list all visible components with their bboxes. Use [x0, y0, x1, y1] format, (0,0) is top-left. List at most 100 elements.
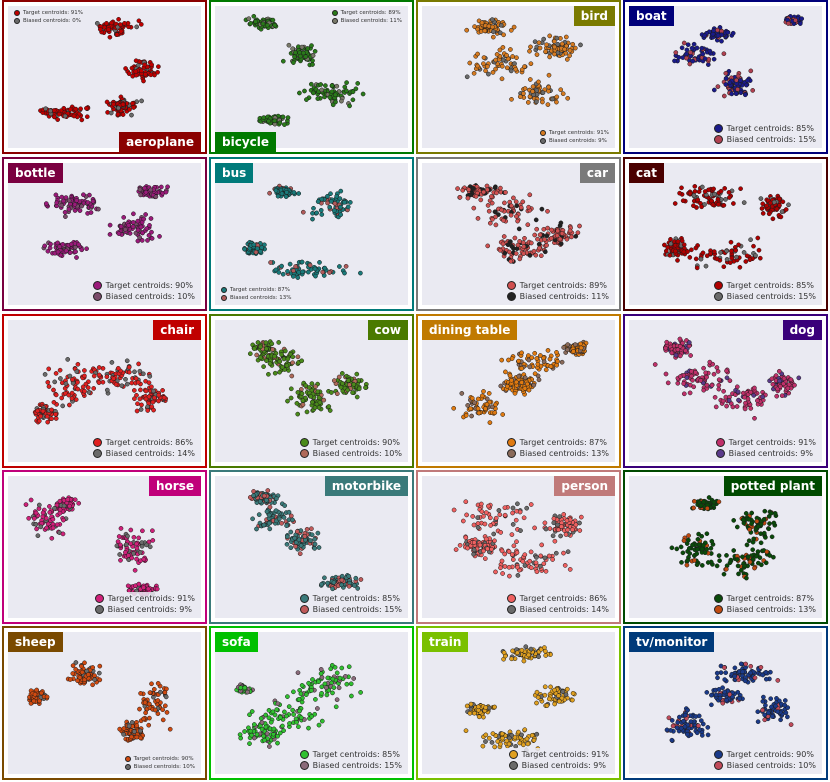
- scatter-point: [339, 582, 344, 588]
- scatter-point: [562, 563, 568, 568]
- scatter-point: [284, 713, 289, 719]
- scatter-point: [515, 564, 520, 570]
- scatter-point: [291, 689, 296, 695]
- legend-marker: [92, 292, 102, 301]
- scatter-point: [67, 373, 73, 379]
- scatter-point: [345, 204, 351, 210]
- scatter-point: [308, 393, 314, 399]
- legend-marker: [92, 281, 102, 290]
- scatter-point: [793, 17, 798, 23]
- scatter-point: [303, 383, 308, 388]
- scatter-point: [266, 371, 271, 377]
- scatter-point: [253, 19, 258, 25]
- scatter-point: [561, 345, 567, 350]
- scatter-point: [547, 356, 553, 362]
- scatter-point: [325, 200, 330, 206]
- scatter-point: [673, 352, 679, 358]
- scatter-point: [319, 196, 325, 202]
- scatter-point: [146, 233, 152, 238]
- scatter-point: [796, 375, 802, 381]
- scatter-points: [242, 183, 363, 280]
- scatter-point: [735, 389, 741, 395]
- scatter-point: [85, 385, 91, 390]
- scatter-point: [147, 373, 153, 379]
- scatter-point: [333, 704, 339, 710]
- scatter-point: [537, 232, 543, 238]
- legend-text: Target centroids: 91%: [548, 130, 609, 136]
- scatter-point: [346, 378, 351, 383]
- scatter-point: [706, 495, 712, 500]
- scatter-point: [464, 703, 470, 709]
- scatter-point: [288, 386, 294, 392]
- scatter-point: [465, 545, 470, 551]
- scatter-point: [141, 585, 146, 590]
- scatter-point: [734, 254, 739, 260]
- scatter-point: [249, 732, 254, 738]
- scatter-point: [344, 681, 350, 687]
- scatter-point: [142, 71, 148, 77]
- scatter-point: [267, 361, 273, 367]
- scatter-point: [548, 684, 553, 690]
- scatter-point: [155, 69, 160, 75]
- scatter-point: [743, 511, 749, 516]
- scatter-point: [484, 187, 490, 193]
- scatter-point: [338, 212, 344, 218]
- scatter-point: [336, 685, 342, 691]
- scatter-point: [514, 203, 520, 209]
- legend-text: Biased centroids: 15%: [312, 605, 402, 614]
- scatter-point: [23, 502, 29, 507]
- scatter-point: [534, 555, 539, 560]
- scatter-point: [481, 389, 486, 394]
- scatter-point: [521, 91, 526, 96]
- scatter-point: [292, 54, 297, 60]
- scatter-point: [731, 518, 737, 523]
- scatter-point: [134, 392, 139, 398]
- scatter-point: [552, 51, 557, 57]
- scatter-point: [149, 229, 154, 235]
- scatter-point: [691, 498, 697, 504]
- scatter-point: [522, 64, 527, 69]
- scatter-point: [723, 566, 729, 572]
- scatter-point: [134, 723, 140, 729]
- scatter-point: [59, 395, 65, 401]
- scatter-point: [781, 381, 786, 387]
- scatter-point: [531, 382, 537, 388]
- scatter-point: [70, 671, 76, 676]
- scatter-point: [481, 61, 486, 67]
- legend-entry-target: Target centroids: 87%: [221, 286, 291, 294]
- legend-marker: [539, 130, 546, 136]
- scatter-point: [282, 709, 287, 715]
- scatter-point: [295, 390, 301, 395]
- scatter-point: [284, 189, 290, 195]
- scatter-point: [290, 46, 295, 52]
- scatter-point: [139, 68, 144, 74]
- scatter-point: [687, 190, 693, 196]
- legend-text: Target centroids: 86%: [519, 594, 607, 603]
- scatter-point: [711, 249, 717, 254]
- scatter-point: [339, 98, 344, 104]
- scatter-point: [704, 253, 710, 259]
- scatter-point: [727, 560, 733, 566]
- scatter-point: [81, 192, 86, 198]
- scatter-point: [665, 380, 671, 386]
- scatter-point: [747, 527, 752, 532]
- scatter-point: [502, 250, 508, 256]
- scatter-point: [457, 194, 463, 200]
- scatter-point: [66, 206, 72, 212]
- scatter-point: [158, 184, 164, 190]
- scatter-point: [678, 544, 684, 550]
- scatter-point: [522, 563, 528, 568]
- scatter-point: [744, 82, 749, 88]
- scatter-point: [577, 528, 583, 533]
- scatter-point: [478, 501, 484, 507]
- scatter-point: [132, 567, 138, 573]
- scatter-point: [546, 553, 552, 559]
- scatter-point: [668, 241, 674, 247]
- scatter-point: [498, 185, 503, 191]
- scatter-point: [247, 351, 253, 357]
- scatter-point: [256, 512, 262, 517]
- legend-text: Target centroids: 87%: [230, 287, 291, 293]
- scatter-point: [315, 96, 321, 101]
- scatter-point: [343, 674, 348, 679]
- scatter-point: [685, 42, 691, 48]
